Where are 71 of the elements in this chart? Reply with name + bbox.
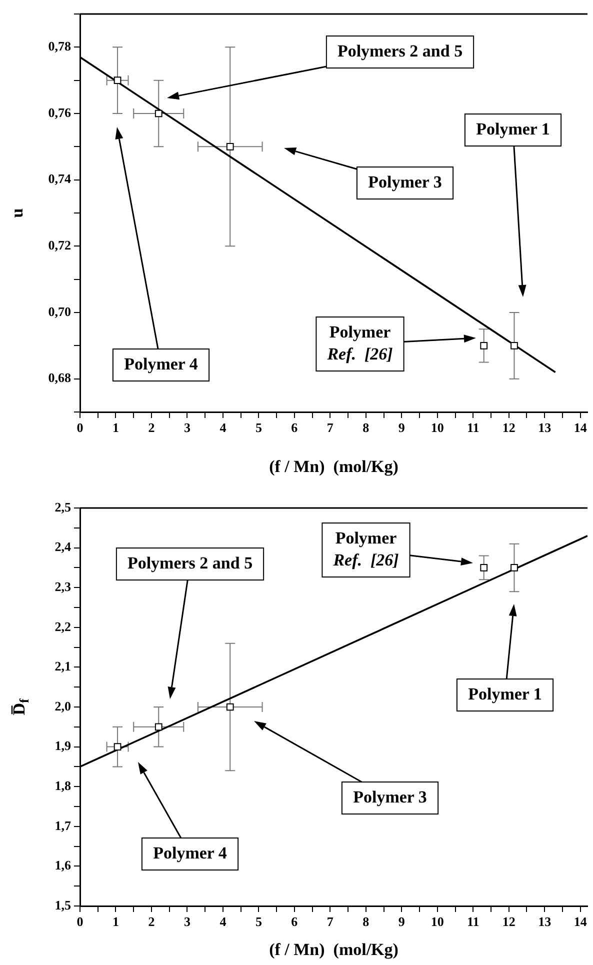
y-tick-label: 2,2 (54, 618, 71, 634)
annotation: Polymer 1 (476, 119, 550, 138)
y-axis-title: u (7, 208, 26, 218)
y-tick-label: 1,6 (54, 858, 72, 873)
y-tick-label: 1,5 (54, 897, 72, 912)
annotation: Polymer 4 (124, 354, 198, 374)
x-axis-title: (f / Mn) (mol/Kg) (269, 940, 398, 960)
y-tick-label: 2,4 (54, 539, 72, 554)
annotation: Polymers 2 and 5 (127, 553, 253, 572)
x-tick-label: 6 (291, 914, 298, 930)
x-tick-label: 0 (76, 914, 84, 930)
x-tick-label: 9 (398, 914, 406, 930)
x-tick-label: 0 (76, 420, 84, 436)
x-tick-label: 5 (255, 914, 262, 930)
x-tick-label: 13 (538, 420, 552, 436)
x-tick-label: 2 (148, 914, 155, 930)
x-tick-label: 12 (502, 420, 516, 436)
x-tick-label: 10 (430, 420, 444, 436)
point (480, 564, 488, 572)
point (154, 723, 162, 731)
annotation: Polymer 1 (468, 684, 542, 704)
x-tick-label: 13 (538, 914, 552, 930)
y-tick-label: 1,7 (54, 818, 72, 833)
y-tick-label: 0,68 (48, 370, 72, 386)
annotation: Polymer Ref. [26] (326, 322, 394, 364)
x-tick-label: 1 (112, 420, 119, 436)
x-tick-label: 8 (362, 420, 370, 436)
point (510, 342, 518, 350)
x-tick-label: 3 (184, 914, 191, 930)
x-tick-label: 6 (291, 420, 298, 436)
annotation: Polymer 3 (353, 787, 427, 806)
y-tick-label: 0,72 (48, 238, 71, 253)
y-tick-label: 2,3 (54, 578, 72, 594)
y-tick-label: 1,9 (54, 738, 72, 754)
annotation: Polymer Ref. [26] (332, 528, 400, 570)
point (226, 703, 234, 711)
y-tick-label: 2,5 (54, 499, 72, 514)
x-tick-label: 12 (502, 914, 516, 930)
point (114, 76, 122, 84)
x-tick-label: 7 (326, 420, 334, 436)
x-tick-label: 4 (220, 914, 227, 930)
x-tick-label: 11 (466, 914, 480, 930)
y-tick-label: 0,70 (48, 304, 71, 319)
x-tick-label: 2 (148, 420, 155, 436)
point (154, 110, 162, 118)
y-tick-label: 1,8 (54, 778, 72, 793)
x-tick-label: 1 (112, 914, 119, 930)
y-tick-label: 0,78 (48, 38, 72, 54)
y-tick-label: 2,0 (54, 698, 71, 714)
point (114, 743, 122, 750)
x-tick-label: 9 (398, 420, 406, 436)
x-axis-title: (f / Mn) (mol/Kg) (269, 457, 398, 476)
x-tick-label: 10 (430, 914, 444, 930)
annotation: Polymer 3 (368, 172, 442, 192)
x-tick-label: 3 (184, 420, 191, 436)
x-tick-label: 5 (255, 420, 262, 436)
x-tick-label: 8 (362, 914, 370, 930)
x-tick-label: 14 (574, 914, 588, 930)
y-axis-title: D̅f (9, 698, 32, 716)
y-tick-label: 0,76 (48, 104, 72, 120)
x-tick-label: 4 (220, 420, 227, 436)
point (480, 342, 488, 350)
annotation: Polymer 4 (153, 843, 228, 862)
point (226, 142, 234, 150)
x-tick-label: 14 (574, 420, 588, 436)
annotation: Polymers 2 and 5 (337, 41, 463, 60)
point (510, 564, 518, 572)
y-tick-label: 2,1 (54, 658, 71, 674)
x-tick-label: 11 (466, 420, 480, 436)
y-tick-label: 0,74 (48, 171, 72, 186)
x-tick-label: 7 (326, 914, 334, 930)
